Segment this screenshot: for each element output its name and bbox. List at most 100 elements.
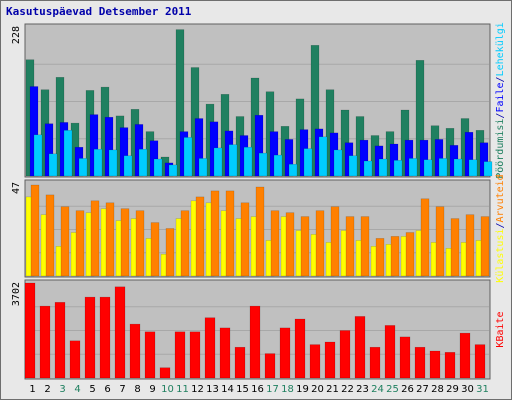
- x-tick-label: 28: [431, 384, 444, 395]
- bar-kbaite: [249, 305, 261, 379]
- bar-arvuteid: [300, 216, 310, 277]
- x-tick-label: 18: [281, 384, 294, 395]
- bar-kbaite: [294, 318, 306, 379]
- bar-lehekülgi: [423, 159, 433, 177]
- bar-kbaite: [309, 344, 321, 379]
- chart-panels: 228Pöördumisi/Faile/Lehekülgi47Külastusi…: [11, 22, 506, 380]
- bar-lehekülgi: [303, 148, 313, 177]
- bar-lehekülgi: [363, 160, 373, 177]
- x-tick-label: 15: [236, 384, 249, 395]
- bar-kbaite: [264, 353, 276, 379]
- x-tick-label: 2: [44, 384, 50, 395]
- bar-lehekülgi: [393, 160, 403, 177]
- bar-kbaite: [174, 331, 186, 379]
- bar-kbaite: [324, 341, 336, 379]
- x-tick-label: 31: [476, 384, 489, 395]
- x-tick-label: 30: [461, 384, 474, 395]
- bar-lehekülgi: [48, 153, 58, 177]
- chart-panel: 3702 KBaite: [11, 279, 506, 380]
- bar-lehekülgi: [348, 155, 358, 177]
- bar-arvuteid: [390, 236, 400, 277]
- bar-kbaite: [129, 323, 141, 379]
- bar-lehekülgi: [198, 158, 208, 177]
- x-tick-label: 25: [386, 384, 399, 395]
- x-tick-label: 22: [341, 384, 354, 395]
- legend-separator: /: [495, 76, 506, 82]
- legend-separator: /: [495, 222, 506, 228]
- bar-kbaite: [114, 286, 126, 379]
- bar-lehekülgi: [258, 152, 268, 177]
- x-tick-label: 19: [296, 384, 309, 395]
- bar-lehekülgi: [468, 159, 478, 177]
- bar-lehekülgi: [378, 158, 388, 177]
- bar-arvuteid: [465, 214, 475, 277]
- bar-lehekülgi: [243, 146, 253, 177]
- bar-arvuteid: [90, 200, 100, 277]
- bar-arvuteid: [75, 210, 85, 277]
- bar-kbaite: [429, 350, 441, 379]
- legend: Pöördumisi/Faile/Lehekülgi: [495, 22, 506, 179]
- bar-kbaite: [369, 346, 381, 379]
- bar-arvuteid: [210, 190, 220, 277]
- bar-lehekülgi: [123, 155, 133, 177]
- legend-entry: Lehekülgi: [495, 22, 506, 76]
- bar-arvuteid: [30, 184, 40, 277]
- bar-arvuteid: [180, 210, 190, 277]
- x-tick-label: 8: [134, 384, 140, 395]
- x-tick-label: 13: [206, 384, 219, 395]
- bar-kbaite: [99, 296, 111, 379]
- bar-arvuteid: [360, 216, 370, 277]
- bar-kbaite: [354, 316, 366, 379]
- bar-lehekülgi: [63, 130, 73, 177]
- bar-arvuteid: [255, 186, 265, 277]
- bar-arvuteid: [345, 216, 355, 277]
- bar-lehekülgi: [153, 158, 163, 177]
- bar-kbaite: [459, 332, 471, 379]
- bar-arvuteid: [435, 206, 445, 277]
- bar-kbaite: [399, 336, 411, 379]
- bar-kbaite: [384, 325, 396, 379]
- bar-lehekülgi: [408, 158, 418, 177]
- bar-kbaite: [234, 346, 246, 379]
- y-max-label: 47: [11, 182, 22, 194]
- bar-lehekülgi: [33, 134, 43, 177]
- x-tick-label: 5: [89, 384, 95, 395]
- bar-kbaite: [279, 327, 291, 379]
- bar-arvuteid: [240, 202, 250, 277]
- bar-kbaite: [144, 331, 156, 379]
- chart-panel: 47 Külastusi/Arvuteid: [11, 174, 506, 282]
- y-max-label: 228: [11, 26, 22, 44]
- bar-lehekülgi: [78, 158, 88, 177]
- bar-lehekülgi: [183, 137, 193, 177]
- legend-entry: KBaite: [495, 311, 506, 347]
- x-tick-label: 3: [59, 384, 65, 395]
- bar-kbaite: [189, 331, 201, 379]
- bar-arvuteid: [330, 206, 340, 277]
- bar-arvuteid: [285, 212, 295, 277]
- bar-kbaite: [339, 330, 351, 379]
- legend-entry: Külastusi: [495, 229, 506, 283]
- bar-arvuteid: [105, 202, 115, 277]
- x-tick-label: 12: [191, 384, 204, 395]
- bar-kbaite: [39, 305, 51, 379]
- legend-entry: Pöördumisi: [495, 119, 506, 179]
- bar-arvuteid: [480, 216, 490, 277]
- bar-arvuteid: [270, 210, 280, 277]
- x-tick-label: 20: [311, 384, 324, 395]
- chart-title: Kasutuspäevad Detsember 2011: [6, 5, 192, 18]
- bar-kbaite: [54, 302, 66, 379]
- bar-arvuteid: [195, 196, 205, 277]
- bar-kbaite: [204, 317, 216, 379]
- y-max-label: 3702: [11, 282, 22, 306]
- bar-kbaite: [24, 282, 36, 379]
- bar-kbaite: [84, 296, 96, 379]
- x-axis: 1 2 3 4 5 6 7 8 9 10 11 12 13 14 15 16 17 18 19 20 21 22 23 24 2…: [29, 384, 489, 395]
- bar-lehekülgi: [228, 144, 238, 177]
- bar-kbaite: [444, 352, 456, 379]
- bar-arvuteid: [150, 222, 160, 277]
- x-tick-label: 24: [371, 384, 384, 395]
- bar-lehekülgi: [483, 161, 493, 177]
